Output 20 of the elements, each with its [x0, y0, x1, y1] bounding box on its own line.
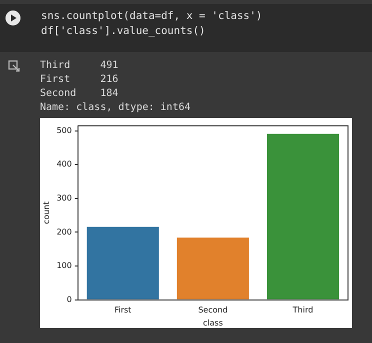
text: Third 491	[40, 59, 120, 73]
x-tick-label: First	[114, 306, 132, 315]
y-axis-title: count	[42, 202, 51, 224]
x-tick-label: Second	[198, 306, 228, 315]
y-tick-label: 400	[56, 160, 72, 169]
y-tick-label: 500	[56, 126, 72, 135]
x-axis-title: class	[203, 318, 223, 328]
text: Second 184	[40, 87, 120, 101]
text: df['class'].value_counts()	[41, 24, 206, 39]
bar	[86, 226, 159, 300]
y-tick-label: 0	[66, 294, 72, 304]
y-tick-label: 300	[56, 194, 72, 203]
y-tick-label: 100	[56, 261, 72, 270]
text: First 216	[40, 73, 120, 87]
text: sns.countplot(data=df, x = 'class')	[41, 9, 262, 24]
y-tick-label: 200	[56, 227, 72, 236]
bar	[176, 238, 249, 300]
bar	[266, 134, 339, 300]
text: Name: class, dtype: int64	[40, 101, 191, 115]
x-tick-label: Third	[292, 306, 314, 315]
